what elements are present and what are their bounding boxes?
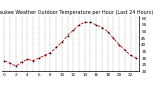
Title: Milwaukee Weather Outdoor Temperature per Hour (Last 24 Hours): Milwaukee Weather Outdoor Temperature pe… (0, 10, 153, 15)
